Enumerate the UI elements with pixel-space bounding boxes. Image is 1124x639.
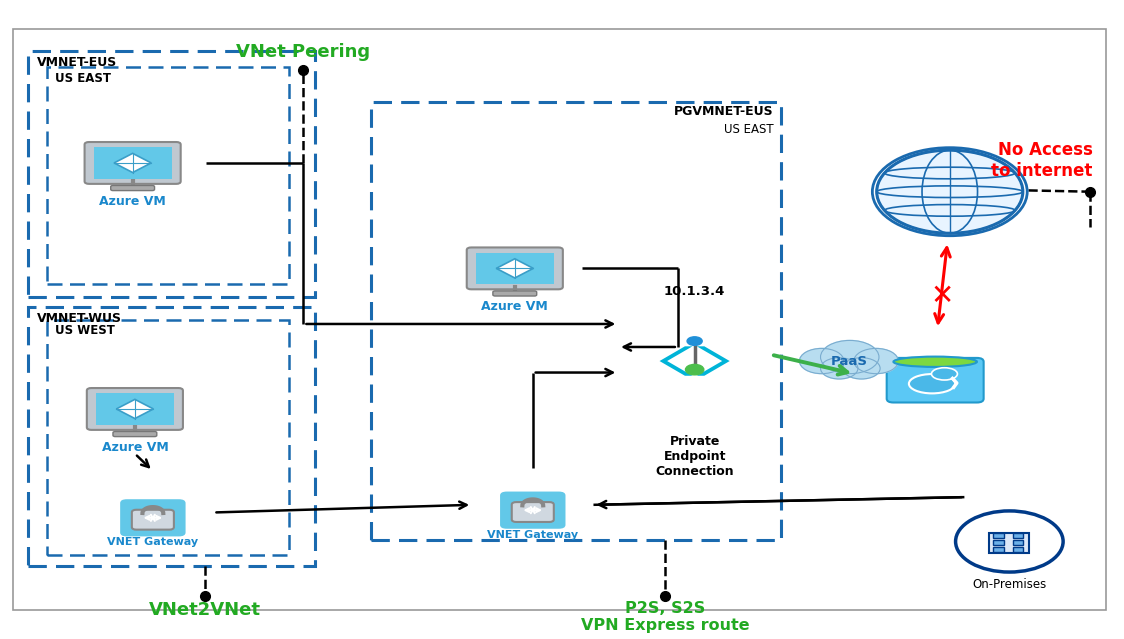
FancyBboxPatch shape	[500, 491, 565, 528]
Ellipse shape	[909, 374, 955, 394]
Polygon shape	[115, 153, 151, 173]
Text: No Access
to internet: No Access to internet	[991, 141, 1093, 180]
Bar	[1013, 540, 1023, 545]
Text: VMNET-EUS: VMNET-EUS	[37, 56, 117, 69]
Circle shape	[686, 364, 704, 375]
Text: PaaS: PaaS	[832, 355, 868, 368]
Bar	[994, 540, 1004, 545]
Bar	[1013, 533, 1023, 537]
Polygon shape	[496, 259, 534, 278]
Polygon shape	[660, 346, 692, 376]
Circle shape	[843, 358, 880, 379]
FancyBboxPatch shape	[93, 147, 172, 179]
Circle shape	[821, 358, 858, 379]
Bar	[994, 533, 1004, 537]
FancyBboxPatch shape	[120, 499, 185, 536]
Text: P2S, S2S
VPN Express route: P2S, S2S VPN Express route	[581, 601, 750, 633]
Circle shape	[854, 348, 898, 374]
Circle shape	[877, 150, 1023, 233]
Text: Private
Endpoint
Connection: Private Endpoint Connection	[655, 435, 734, 477]
Text: US EAST: US EAST	[724, 123, 773, 136]
Bar	[994, 547, 1004, 552]
Text: Azure VM: Azure VM	[101, 441, 169, 454]
Text: US WEST: US WEST	[55, 324, 115, 337]
FancyBboxPatch shape	[132, 510, 174, 530]
FancyBboxPatch shape	[475, 252, 554, 284]
FancyBboxPatch shape	[492, 291, 536, 296]
Circle shape	[821, 341, 879, 374]
Text: Azure VM: Azure VM	[481, 300, 549, 313]
Text: VMNET-WUS: VMNET-WUS	[37, 312, 123, 325]
Polygon shape	[697, 346, 729, 376]
Text: ✕: ✕	[931, 282, 954, 309]
Bar	[1013, 547, 1023, 552]
Text: 10.1.3.4: 10.1.3.4	[664, 286, 725, 298]
Bar	[989, 533, 1030, 553]
FancyBboxPatch shape	[110, 185, 154, 190]
Text: On-Premises: On-Premises	[972, 578, 1046, 591]
Text: VNET Gateway: VNET Gateway	[107, 537, 199, 548]
Ellipse shape	[932, 367, 958, 380]
FancyBboxPatch shape	[96, 393, 174, 425]
FancyBboxPatch shape	[84, 142, 181, 184]
Circle shape	[687, 337, 702, 346]
Text: PGVMNET-EUS: PGVMNET-EUS	[673, 105, 773, 118]
Circle shape	[799, 348, 844, 374]
Text: US EAST: US EAST	[55, 72, 111, 84]
Polygon shape	[116, 399, 153, 419]
Ellipse shape	[894, 357, 977, 367]
FancyBboxPatch shape	[511, 502, 554, 522]
Text: VNet Peering: VNet Peering	[236, 43, 371, 61]
Text: VNET Gateway: VNET Gateway	[487, 530, 579, 540]
FancyBboxPatch shape	[87, 388, 183, 430]
Text: Azure VM: Azure VM	[99, 195, 166, 208]
FancyBboxPatch shape	[887, 358, 984, 403]
Circle shape	[955, 511, 1063, 572]
FancyBboxPatch shape	[466, 247, 563, 289]
FancyBboxPatch shape	[112, 431, 156, 436]
Text: VNet2VNet: VNet2VNet	[148, 601, 261, 619]
